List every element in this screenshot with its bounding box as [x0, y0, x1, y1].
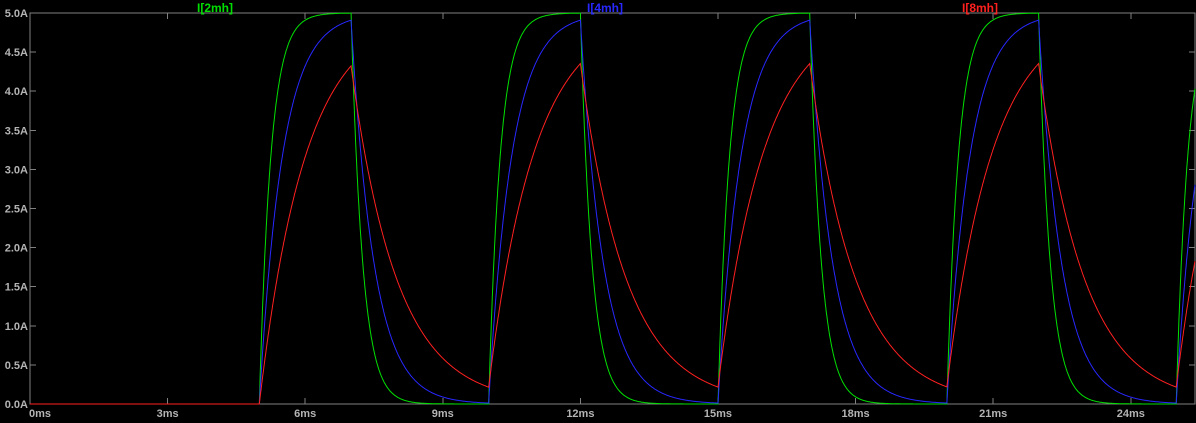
x-tick-label: 24ms	[1117, 408, 1145, 420]
y-tick-label: 4.5A	[5, 47, 28, 59]
y-tick-label: 1.0A	[5, 321, 28, 333]
y-tick-label: 3.5A	[5, 125, 28, 137]
x-tick-label: 18ms	[842, 408, 870, 420]
x-tick-label: 12ms	[566, 408, 594, 420]
y-tick-label: 3.0A	[5, 164, 28, 176]
y-tick-label: 2.5A	[5, 204, 28, 216]
trace-2	[30, 62, 1196, 405]
y-tick-label: 2.0A	[5, 243, 28, 255]
y-tick-label: 5.0A	[5, 8, 28, 20]
x-tick-label: 15ms	[704, 408, 732, 420]
x-tick-label: 3ms	[157, 408, 179, 420]
y-tick-label: 1.5A	[5, 282, 28, 294]
x-tick-label: 0ms	[29, 408, 51, 420]
trace-label-i4mh[interactable]: I[4mh]	[587, 1, 623, 15]
trace-0	[30, 12, 1196, 405]
trace-label-i2mh[interactable]: I[2mh]	[197, 1, 233, 15]
x-tick-label: 21ms	[979, 408, 1007, 420]
plot-border	[29, 12, 1196, 405]
trace-label-i8mh[interactable]: I[8mh]	[962, 1, 998, 15]
x-tick-label: 6ms	[294, 408, 316, 420]
y-tick-label: 4.0A	[5, 86, 28, 98]
y-tick-label: 0.5A	[5, 360, 28, 372]
trace-1	[30, 19, 1196, 405]
y-tick-label: 0.0A	[5, 399, 28, 411]
x-tick-label: 9ms	[432, 408, 454, 420]
